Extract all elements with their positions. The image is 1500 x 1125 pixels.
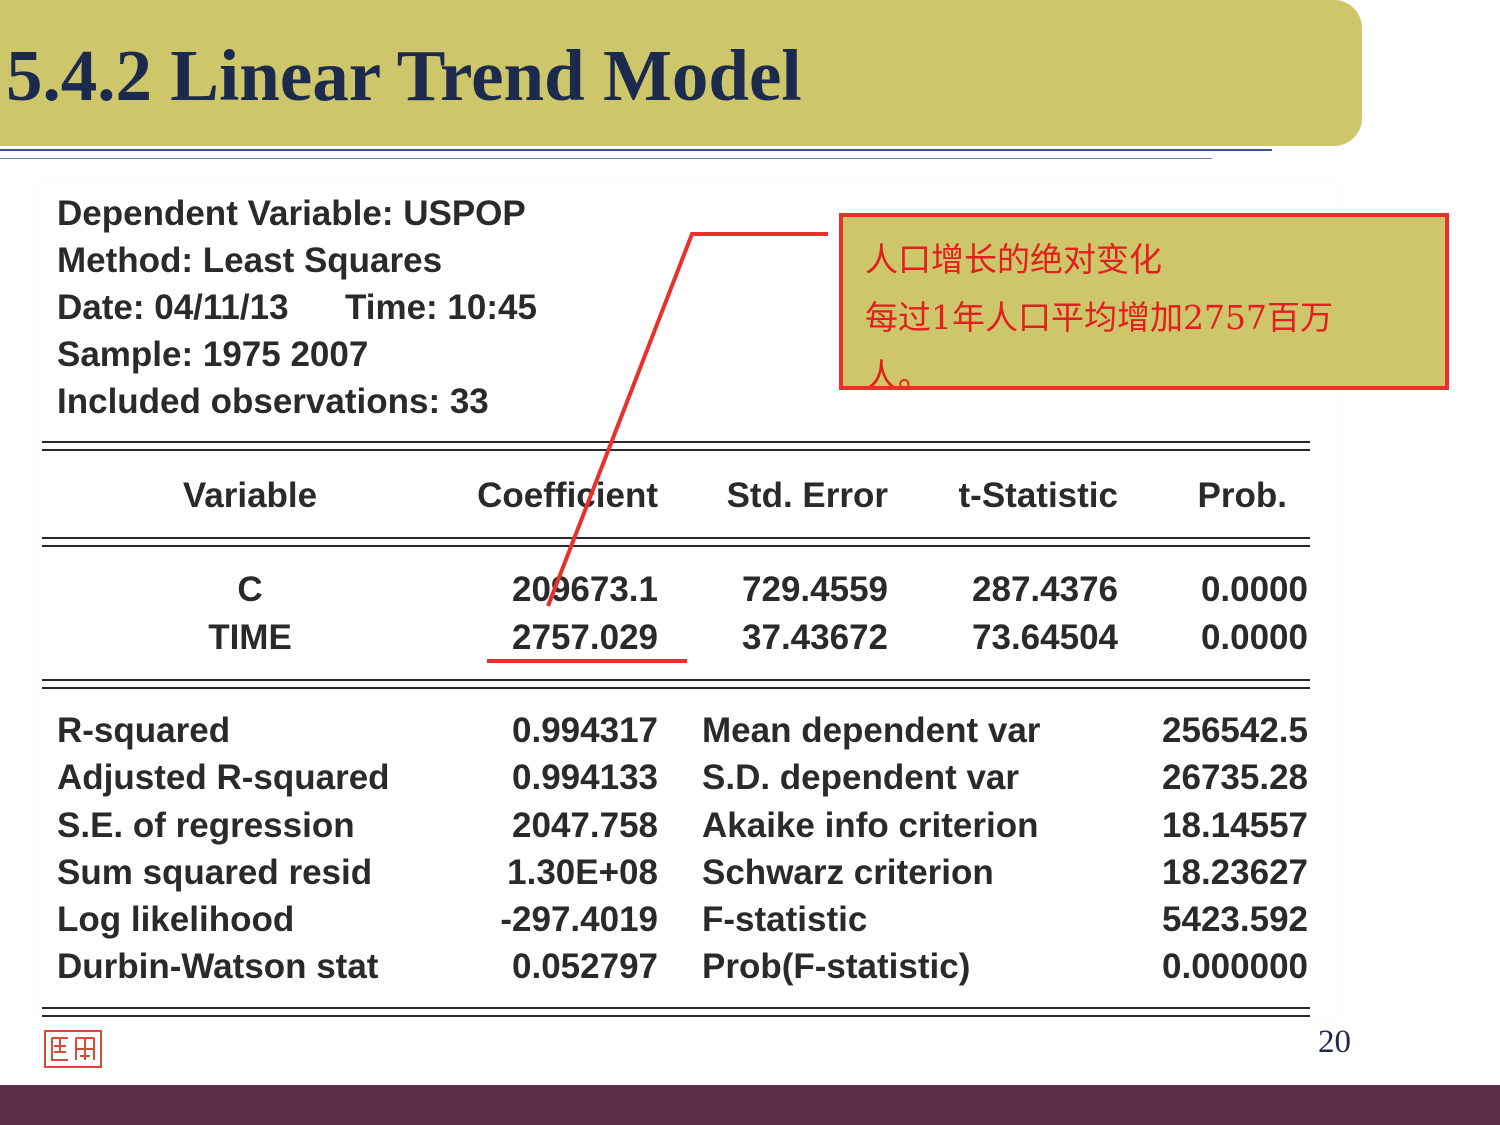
stat-label: F-statistic <box>702 900 868 939</box>
slide-title: 5.4.2 Linear Trend Model <box>6 35 802 116</box>
time-line: Time: 10:45 <box>345 288 537 327</box>
table-body-rule <box>42 679 1310 689</box>
title-banner <box>0 0 1362 146</box>
stat-value: 18.23627 <box>1162 853 1308 892</box>
table-header-rule <box>42 537 1310 547</box>
column-header-std-error: Std. Error <box>726 476 888 515</box>
stat-label: Durbin-Watson stat <box>57 947 379 986</box>
stat-value: 0.994133 <box>512 758 658 797</box>
table-bottom-rule <box>42 1007 1310 1017</box>
title-divider-thin <box>0 158 1212 159</box>
stat-value: 256542.5 <box>1162 711 1308 750</box>
observations-line: Included observations: 33 <box>57 382 489 421</box>
footer-bar <box>0 1085 1500 1125</box>
table-row-variable: C <box>237 570 263 609</box>
date-line: Date: 04/11/13 <box>57 288 289 327</box>
table-top-rule <box>42 441 1310 451</box>
stat-value: 0.994317 <box>512 711 658 750</box>
stat-label: S.D. dependent var <box>702 758 1020 797</box>
stat-label: Mean dependent var <box>702 711 1041 750</box>
stat-value: 5423.592 <box>1162 900 1308 939</box>
stat-value: 18.14557 <box>1162 806 1308 845</box>
callout-line-1: 人口增长的绝对变化 <box>865 240 1162 279</box>
table-row-std-error: 37.43672 <box>742 618 888 657</box>
stat-label: Prob(F-statistic) <box>702 947 971 986</box>
method-line: Method: Least Squares <box>57 241 443 280</box>
column-header-prob: Prob. <box>1197 476 1287 515</box>
coefficient-underline <box>487 659 687 663</box>
callout-line-2: 每过1年人口平均增加2757百万 <box>865 298 1333 337</box>
stat-value: 0.052797 <box>512 947 658 986</box>
stat-value: 26735.28 <box>1162 758 1308 797</box>
table-row-prob: 0.0000 <box>1200 618 1308 657</box>
stat-value: 0.000000 <box>1162 947 1308 986</box>
table-row-t-statistic: 73.64504 <box>972 618 1118 657</box>
stat-label: Adjusted R-squared <box>57 758 390 797</box>
callout-line-3: 人。 <box>865 356 931 390</box>
table-row-coefficient: 2757.029 <box>512 618 658 657</box>
seal-stamp-icon <box>44 1030 102 1068</box>
stat-value: 1.30E+08 <box>507 853 658 892</box>
table-row-std-error: 729.4559 <box>742 570 888 609</box>
stat-label: Schwarz criterion <box>702 853 994 892</box>
column-header-coefficient: Coefficient <box>477 476 658 515</box>
column-header-variable: Variable <box>182 476 318 515</box>
sample-line: Sample: 1975 2007 <box>57 335 369 374</box>
column-header-t-statistic: t-Statistic <box>958 476 1118 515</box>
dependent-variable-line: Dependent Variable: USPOP <box>57 194 526 233</box>
page-number: 20 <box>1318 1024 1351 1060</box>
table-row-prob: 0.0000 <box>1200 570 1308 609</box>
stat-value: 2047.758 <box>512 806 658 845</box>
table-row-t-statistic: 287.4376 <box>972 570 1118 609</box>
table-row-coefficient: 209673.1 <box>512 570 658 609</box>
stat-label: Log likelihood <box>57 900 295 939</box>
table-row-variable: TIME <box>208 618 292 657</box>
stat-label: R-squared <box>57 711 231 750</box>
stat-label: Sum squared resid <box>57 853 373 892</box>
stat-label: Akaike info criterion <box>702 806 1039 845</box>
stat-label: S.E. of regression <box>57 806 355 845</box>
annotation-callout: 人口增长的绝对变化 每过1年人口平均增加2757百万 人。 <box>839 213 1449 390</box>
title-divider <box>0 149 1272 151</box>
stat-value: -297.4019 <box>500 900 658 939</box>
